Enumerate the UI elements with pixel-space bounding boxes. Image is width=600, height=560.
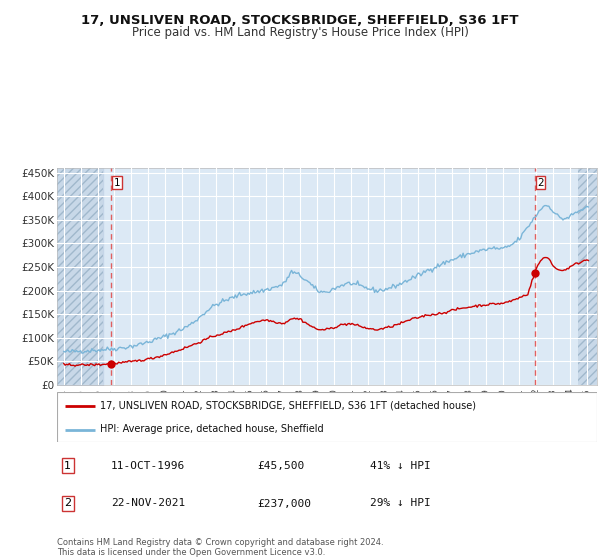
Text: 11-OCT-1996: 11-OCT-1996: [111, 461, 185, 471]
Text: 1: 1: [113, 178, 120, 188]
Text: Price paid vs. HM Land Registry's House Price Index (HPI): Price paid vs. HM Land Registry's House …: [131, 26, 469, 39]
Bar: [578, 168, 597, 385]
Text: 2: 2: [64, 498, 71, 508]
Text: £237,000: £237,000: [257, 498, 311, 508]
Text: 2: 2: [537, 178, 544, 188]
Text: 17, UNSLIVEN ROAD, STOCKSBRIDGE, SHEFFIELD, S36 1FT (detached house): 17, UNSLIVEN ROAD, STOCKSBRIDGE, SHEFFIE…: [100, 401, 476, 411]
Text: 22-NOV-2021: 22-NOV-2021: [111, 498, 185, 508]
Text: 41% ↓ HPI: 41% ↓ HPI: [370, 461, 431, 471]
Text: 1: 1: [64, 461, 71, 471]
Text: 29% ↓ HPI: 29% ↓ HPI: [370, 498, 431, 508]
FancyBboxPatch shape: [57, 392, 597, 442]
Text: £45,500: £45,500: [257, 461, 304, 471]
Text: HPI: Average price, detached house, Sheffield: HPI: Average price, detached house, Shef…: [100, 424, 324, 435]
Text: Contains HM Land Registry data © Crown copyright and database right 2024.
This d: Contains HM Land Registry data © Crown c…: [57, 538, 383, 557]
Bar: [57, 168, 103, 385]
Text: 17, UNSLIVEN ROAD, STOCKSBRIDGE, SHEFFIELD, S36 1FT: 17, UNSLIVEN ROAD, STOCKSBRIDGE, SHEFFIE…: [81, 14, 519, 27]
